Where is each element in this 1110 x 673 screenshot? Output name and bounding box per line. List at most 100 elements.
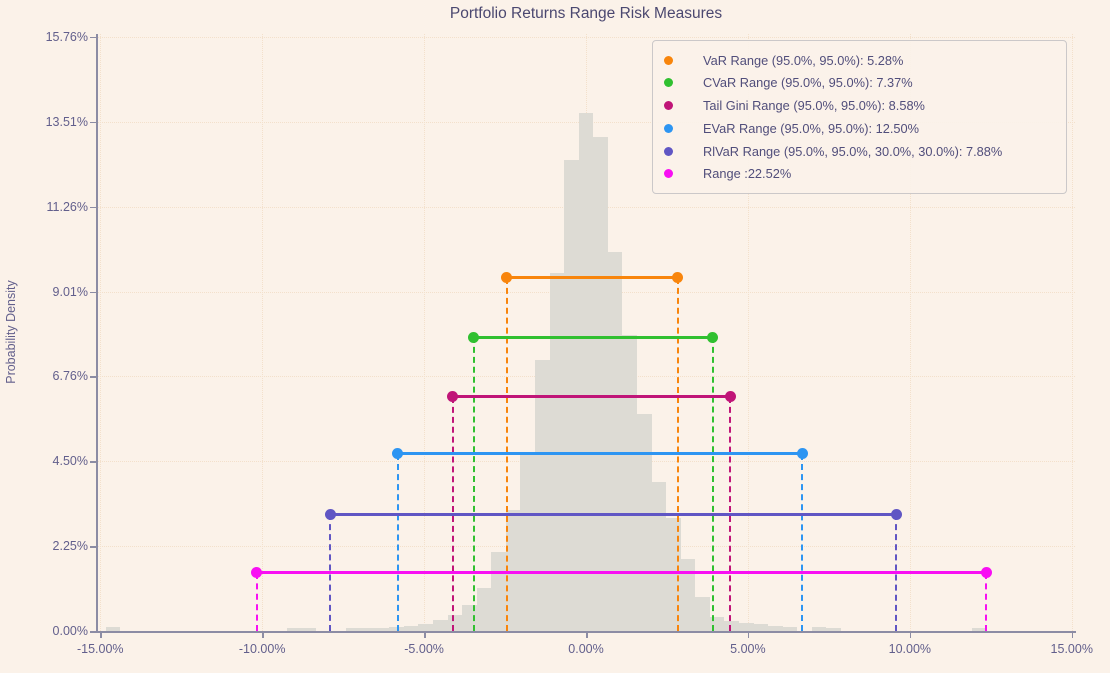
x-tick-label: 10.00% xyxy=(888,642,932,656)
y-tick xyxy=(90,36,96,39)
legend-item-label: CVaR Range (95.0%, 95.0%): 7.37% xyxy=(703,75,913,91)
x-tick-label: -10.00% xyxy=(238,642,286,656)
y-tick-label: 9.01% xyxy=(52,284,88,299)
x-tick-label: 5.00% xyxy=(730,642,766,656)
evar-range-line[interactable] xyxy=(397,452,803,456)
chart-title: Portfolio Returns Range Risk Measures xyxy=(449,5,723,22)
x-tick xyxy=(424,632,426,638)
y-tick xyxy=(90,376,96,378)
rlvar-endpoint-marker[interactable] xyxy=(324,508,336,520)
var-range-line[interactable] xyxy=(506,276,678,280)
range-endpoint-marker[interactable] xyxy=(980,567,992,579)
tail-gini-endpoint-marker[interactable] xyxy=(724,391,736,403)
histogram-bar xyxy=(607,252,623,631)
legend-item-rlvar[interactable]: RlVaR Range (95.0%, 95.0%, 30.0%, 30.0%)… xyxy=(653,144,1066,159)
evar-endpoint-marker[interactable] xyxy=(392,448,404,460)
legend-item-label: RlVaR Range (95.0%, 95.0%, 30.0%, 30.0%)… xyxy=(703,143,1003,159)
y-tick xyxy=(90,291,96,293)
histogram-bar xyxy=(593,137,608,631)
histogram-bar xyxy=(753,624,769,631)
histogram-bar xyxy=(811,627,827,631)
legend-marker-icon xyxy=(664,123,673,133)
legend-marker-icon xyxy=(664,55,673,65)
y-axis-line xyxy=(96,34,98,633)
x-tick-label: 0.00% xyxy=(568,642,604,656)
legend-marker-icon xyxy=(664,78,673,88)
legend-item-tail-gini[interactable]: Tail Gini Range (95.0%, 95.0%): 8.58% xyxy=(653,98,1066,113)
histogram-bar xyxy=(578,112,594,631)
range-dashed-drop xyxy=(255,572,258,631)
histogram-bar xyxy=(374,627,390,631)
y-tick-label: 13.51% xyxy=(45,114,88,129)
gridline-x xyxy=(262,34,264,631)
gridline-x xyxy=(1071,34,1073,631)
legend-item-evar[interactable]: EVaR Range (95.0%, 95.0%): 12.50% xyxy=(653,121,1066,136)
gridline-x xyxy=(909,34,911,631)
x-tick xyxy=(262,632,264,638)
histogram-bar xyxy=(826,627,841,631)
x-tick xyxy=(586,632,588,638)
histogram-bar xyxy=(403,625,419,631)
y-tick xyxy=(90,121,96,124)
histogram-bar xyxy=(360,628,375,631)
histogram-bar xyxy=(491,551,506,631)
evar-endpoint-marker[interactable] xyxy=(796,448,808,460)
evar-dashed-drop xyxy=(396,453,399,631)
histogram-bar xyxy=(768,626,783,631)
histogram-bar xyxy=(724,620,739,631)
histogram-bar xyxy=(505,510,521,631)
y-tick xyxy=(90,546,96,548)
var-endpoint-marker[interactable] xyxy=(501,272,513,284)
histogram-bar xyxy=(520,453,535,631)
histogram-bar xyxy=(287,627,302,631)
x-tick-label: -5.00% xyxy=(404,642,444,656)
legend-item-cvar[interactable]: CVaR Range (95.0%, 95.0%): 7.37% xyxy=(653,75,1066,90)
histogram-bar xyxy=(680,559,696,631)
histogram-bar xyxy=(345,628,361,631)
legend-item-range[interactable]: Range :22.52% xyxy=(653,166,1066,181)
histogram-bar xyxy=(301,627,317,631)
histogram-bar xyxy=(476,587,492,631)
rlvar-range-line[interactable] xyxy=(330,512,897,516)
histogram-bar xyxy=(782,627,798,631)
histogram-bar xyxy=(549,272,565,631)
histogram-bar xyxy=(739,622,754,631)
tail-gini-endpoint-marker[interactable] xyxy=(447,391,459,403)
tail-gini-range-line[interactable] xyxy=(452,395,731,399)
rlvar-endpoint-marker[interactable] xyxy=(890,508,902,520)
cvar-endpoint-marker[interactable] xyxy=(707,331,719,343)
gridline-x xyxy=(747,34,749,631)
histogram-bar xyxy=(105,627,121,631)
histogram-bar xyxy=(622,335,637,631)
legend-item-var[interactable]: VaR Range (95.0%, 95.0%): 5.28% xyxy=(653,53,1066,68)
x-tick-label: 15.00% xyxy=(1050,642,1093,656)
legend-item-label: Tail Gini Range (95.0%, 95.0%): 8.58% xyxy=(703,98,925,114)
var-endpoint-marker[interactable] xyxy=(672,272,684,284)
legend-item-label: Range :22.52% xyxy=(703,166,792,182)
cvar-dashed-drop xyxy=(711,337,714,631)
histogram-bar xyxy=(432,620,448,631)
legend-item-label: VaR Range (95.0%, 95.0%): 5.28% xyxy=(703,52,904,68)
histogram-bar xyxy=(534,359,550,631)
y-tick-label: 11.26% xyxy=(46,199,88,214)
histogram-bar xyxy=(695,597,710,631)
range-endpoint-marker[interactable] xyxy=(251,567,263,579)
legend-marker-icon xyxy=(664,101,673,111)
cvar-dashed-drop xyxy=(472,337,475,631)
x-tick-label: -15.00% xyxy=(76,642,124,656)
cvar-endpoint-marker[interactable] xyxy=(468,331,480,343)
histogram-bar xyxy=(637,414,652,631)
x-tick xyxy=(747,632,750,638)
legend-marker-icon xyxy=(664,169,673,179)
gridline-x xyxy=(100,34,102,631)
range-range-line[interactable] xyxy=(256,571,987,575)
y-tick-label: 2.25% xyxy=(52,539,88,554)
histogram-bar xyxy=(972,627,987,631)
y-tick-label: 15.76% xyxy=(45,29,88,44)
cvar-range-line[interactable] xyxy=(473,335,713,339)
x-axis-line xyxy=(96,631,1076,633)
y-tick-label: 0.00% xyxy=(52,624,88,638)
x-tick xyxy=(100,632,102,638)
y-tick-label: 4.50% xyxy=(52,454,88,469)
